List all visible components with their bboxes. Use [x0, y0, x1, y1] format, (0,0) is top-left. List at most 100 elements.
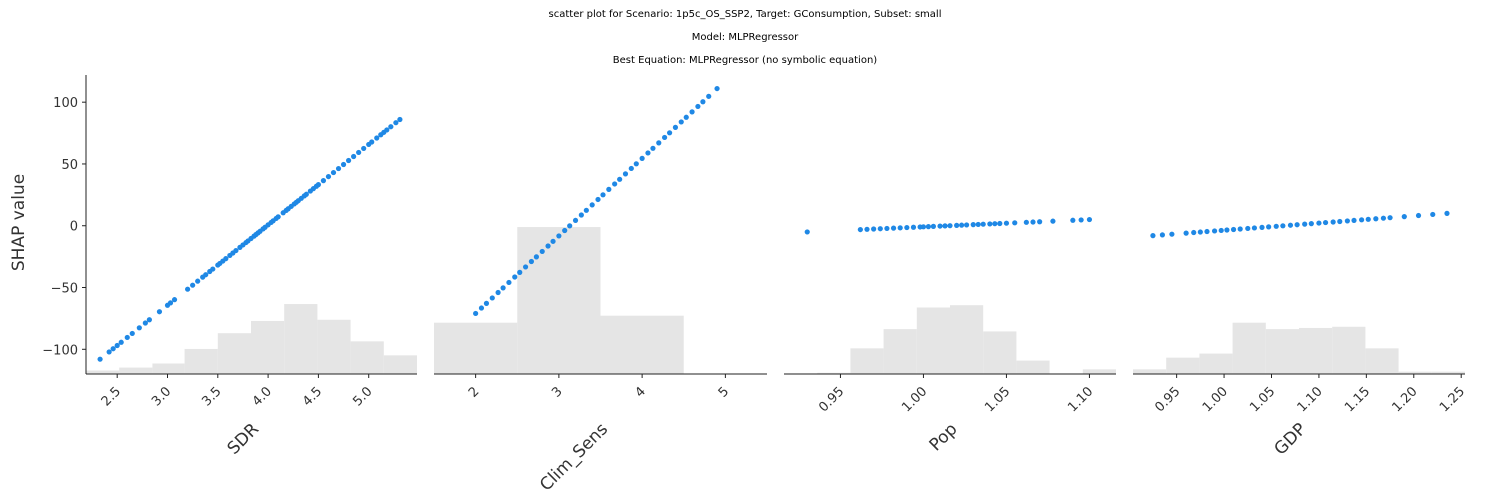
- panel-3-scatter-point: [975, 221, 981, 228]
- panel-3-scatter-point: [1078, 217, 1084, 223]
- panel-4-scatter-point: [1415, 212, 1422, 219]
- panel-2-scatter-point: [656, 140, 662, 146]
- panel-4-histogram-bar: [1232, 322, 1266, 374]
- panel-2-scatter-point: [483, 300, 490, 306]
- panel-2-scatter-point: [473, 310, 479, 317]
- panel-2-x-axis-label: Clim_Sens: [536, 419, 612, 495]
- panel-3-histogram-bar: [950, 305, 984, 374]
- panel-2-scatter-point: [706, 93, 712, 99]
- panel-4-scatter-point: [1150, 233, 1156, 239]
- panel-1-scatter-point: [374, 135, 380, 141]
- panel-3-scatter-point: [1050, 218, 1056, 224]
- panel-2-histogram-bar: [600, 315, 684, 374]
- panel-2-scatter-point: [633, 161, 639, 167]
- panel-2-x-tick-label: 5: [716, 384, 732, 400]
- panel-3-scatter-point: [897, 225, 903, 231]
- panel-1-scatter-point: [195, 278, 201, 284]
- panel-4-x-tick-label: 1.05: [1247, 384, 1278, 415]
- panel-1-scatter-point: [384, 127, 390, 133]
- panel-3-scatter-point: [910, 224, 917, 230]
- panel-4-scatter-point: [1401, 214, 1407, 220]
- panel-1-scatter-point: [393, 120, 399, 126]
- panel-2-scatter-point: [528, 258, 535, 265]
- panel-1-scatter-point: [320, 178, 327, 184]
- panel-2-scatter-point: [539, 248, 545, 255]
- panel-4-x-tick-label: 0.95: [1152, 384, 1183, 415]
- panel-1-scatter-point: [233, 247, 239, 254]
- panel-2-x-tick-label: 4: [632, 384, 648, 400]
- panel-4-scatter-point: [1380, 215, 1387, 221]
- panel-1-x-tick-label: 5.0: [350, 384, 375, 409]
- panel-3-scatter-point: [890, 225, 897, 231]
- panel-4-x-tick-label: 1.10: [1295, 384, 1326, 415]
- panel-4-histogram-bar: [1265, 329, 1299, 374]
- panel-1-y-tick-label: 0: [70, 220, 78, 235]
- panel-4-scatter-point: [1308, 221, 1314, 227]
- panel-1-y-tick-label: −50: [51, 282, 78, 297]
- panel-4-scatter-point: [1387, 215, 1393, 221]
- panel-3-scatter-point: [987, 221, 993, 227]
- panel-4-scatter-point: [1287, 222, 1294, 228]
- panel-1-scatter-point: [361, 145, 367, 152]
- panel-2-scatter-point: [662, 134, 668, 141]
- panel-3-scatter-point: [884, 225, 890, 232]
- panel-1-scatter-point: [156, 309, 163, 315]
- panel-2-scatter-point: [572, 217, 579, 224]
- panel-3-scatter-point: [964, 222, 970, 228]
- panel-4-scatter-point: [1444, 210, 1450, 216]
- panel-2-scatter-point: [666, 130, 673, 136]
- panel-1-y-tick-label: 50: [61, 158, 78, 173]
- panel-3-scatter-point: [997, 220, 1003, 227]
- panel-3-histogram-bar: [817, 372, 851, 374]
- panel-1-y-tick-label: 100: [53, 96, 78, 111]
- panel-3-scatter-point: [857, 226, 863, 233]
- panel-1-scatter-point: [356, 149, 362, 156]
- panel-2-scatter-point: [556, 233, 562, 239]
- panel-4-scatter-point: [1365, 216, 1371, 222]
- panel-4-scatter-point: [1237, 226, 1243, 232]
- panel-1-histogram-bar: [317, 319, 351, 374]
- panel-4-scatter-point: [1211, 228, 1218, 234]
- panel-4-scatter-point: [1302, 221, 1308, 227]
- panel-4-scatter-point: [1169, 231, 1175, 237]
- panel-2-x-tick-label: 3: [549, 384, 565, 400]
- panel-4-scatter-point: [1322, 219, 1329, 226]
- panel-4-histogram-bar: [1133, 369, 1167, 374]
- panel-4-scatter-point: [1230, 226, 1237, 233]
- panel-4-x-tick-label: 1.25: [1437, 384, 1468, 415]
- panel-1-histogram-bar: [152, 363, 185, 374]
- panel-2-scatter-point: [595, 196, 601, 203]
- panel-4-histogram-bar: [1166, 357, 1200, 374]
- panel-4-scatter-point: [1183, 230, 1189, 236]
- panel-4-x-axis-label: GDP: [1271, 419, 1311, 459]
- panel-4-scatter-point: [1245, 225, 1251, 232]
- panel-4-x-tick-label: 1.15: [1342, 384, 1373, 415]
- panel-2-scatter-point: [678, 119, 684, 125]
- panel-2-scatter-point: [512, 274, 518, 280]
- panel-3-scatter-point: [1086, 216, 1093, 223]
- panel-3-scatter-point: [954, 222, 960, 228]
- panel-4-histogram-bar: [1332, 326, 1366, 374]
- panel-1-histogram-bar: [250, 320, 285, 374]
- panel-1-y-axis-label: SHAP value: [9, 174, 29, 271]
- panel-3-scatter-point: [1030, 219, 1036, 225]
- panel-2-scatter-point: [612, 181, 618, 187]
- panel-2-scatter-point: [583, 207, 589, 213]
- panel-1-histogram-bar: [86, 370, 120, 374]
- panel-2-scatter-point: [700, 99, 706, 105]
- panel-2-scatter-point: [545, 243, 551, 249]
- panel-4-scatter-point: [1351, 217, 1357, 224]
- panel-3-scatter-point: [1023, 219, 1029, 225]
- panel-3-x-tick-label: 1.00: [899, 384, 930, 415]
- panel-2-scatter-point: [695, 103, 701, 110]
- panel-1-x-tick-label: 2.5: [99, 384, 124, 409]
- panel-1-x-tick-label: 3.5: [199, 384, 224, 409]
- panel-4-scatter-point: [1159, 232, 1166, 238]
- panel-2-scatter-point: [639, 155, 645, 161]
- panel-4-scatter-point: [1259, 224, 1265, 230]
- panel-2-scatter-point: [562, 227, 568, 234]
- panel-1-scatter-point: [203, 272, 209, 278]
- panel-2-scatter-point: [495, 289, 501, 296]
- panel-3-histogram-bar: [916, 307, 950, 374]
- panel-1-scatter-point: [97, 356, 103, 362]
